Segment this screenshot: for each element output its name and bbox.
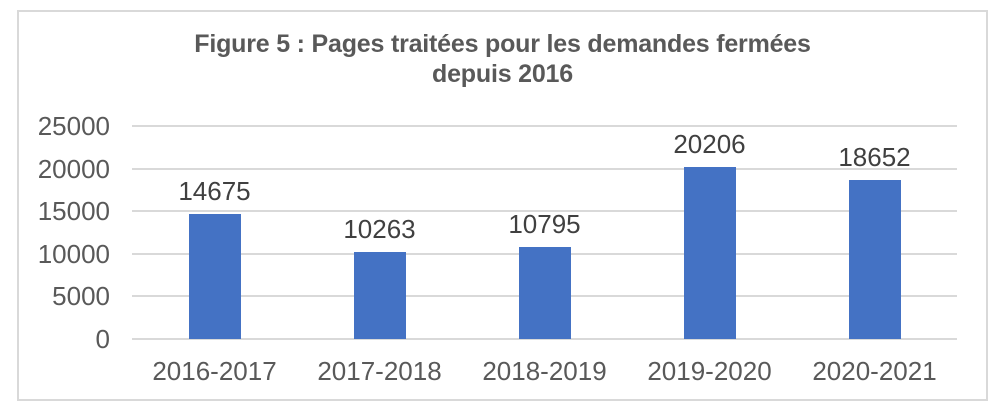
plot-area: 14675 10263 10795 20206 18652 xyxy=(132,125,957,340)
gridline xyxy=(132,210,957,213)
y-axis-tick-label: 0 xyxy=(95,324,110,354)
x-axis-category-label: 2020-2021 xyxy=(812,356,937,386)
x-axis-category-label: 2019-2020 xyxy=(647,356,772,386)
bar-2016-2017 xyxy=(188,213,241,339)
y-axis-tick-label: 5000 xyxy=(52,281,110,312)
bar-2020-2021 xyxy=(848,180,901,339)
bar-value-label: 10263 xyxy=(343,213,416,244)
y-axis-tick-label: 15000 xyxy=(37,196,110,227)
y-axis-tick-label: 25000 xyxy=(37,111,110,141)
chart-title-line-1: Figure 5 : Pages traitées pour les deman… xyxy=(194,30,811,58)
chart-title-line-2: depuis 2016 xyxy=(432,60,573,88)
y-axis-tick-label: 20000 xyxy=(37,153,110,184)
y-axis-tick-label: 10000 xyxy=(37,238,110,269)
chart-title: Figure 5 : Pages traitées pour les deman… xyxy=(19,29,986,89)
bar-2019-2020 xyxy=(683,166,736,339)
x-axis-category-label: 2016-2017 xyxy=(152,356,277,386)
bar-chart-figure: Figure 5 : Pages traitées pour les deman… xyxy=(17,10,988,401)
bar-value-label: 20206 xyxy=(673,128,746,159)
bar-value-label: 10795 xyxy=(508,209,581,240)
gridline xyxy=(132,167,957,170)
bar-value-label: 14675 xyxy=(178,175,251,206)
gridline xyxy=(132,338,957,340)
bar-value-label: 18652 xyxy=(838,142,911,173)
gridline xyxy=(132,125,957,127)
x-axis-category-label: 2017-2018 xyxy=(317,356,442,386)
bar-2017-2018 xyxy=(353,251,406,339)
x-axis-category-label: 2018-2019 xyxy=(482,356,607,386)
bar-2018-2019 xyxy=(518,247,571,339)
